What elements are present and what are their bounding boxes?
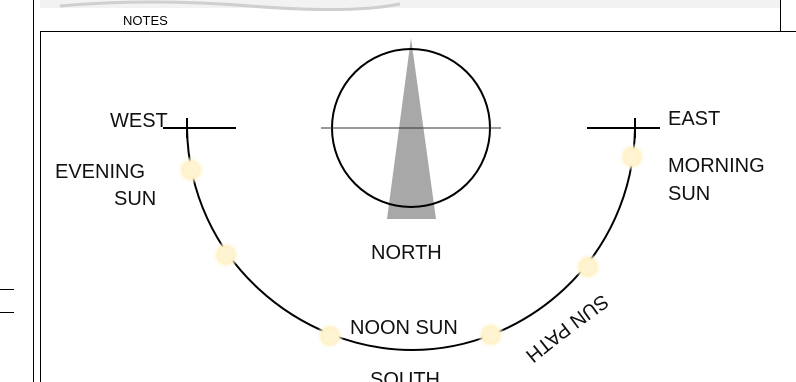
east-label: EAST xyxy=(668,108,720,130)
sun-path-arc xyxy=(186,127,636,352)
sun-icon xyxy=(574,253,602,281)
morning-sun-label-line2: SUN xyxy=(668,183,710,205)
noon-sun-label: NOON SUN xyxy=(350,317,458,339)
sun-icon xyxy=(316,322,344,350)
evening-sun-label-line1: EVENING xyxy=(55,161,145,183)
sun-icon xyxy=(212,241,240,269)
sun-icon xyxy=(477,321,505,349)
sun-path-label: SUN PATH xyxy=(521,290,612,367)
sun-icon xyxy=(618,143,646,171)
sun-icon xyxy=(177,156,205,184)
morning-sun-label-line1: MORNING xyxy=(668,155,765,177)
page-frame xyxy=(33,0,796,382)
sun-markers xyxy=(177,143,646,350)
west-label: WEST xyxy=(110,110,168,132)
north-label: NORTH xyxy=(371,242,442,264)
compass xyxy=(321,38,501,219)
south-label: SOUTH xyxy=(370,369,440,382)
header-sketch-strip xyxy=(40,0,780,12)
evening-sun-label-line2: SUN xyxy=(114,188,156,210)
margin-marks xyxy=(0,289,14,313)
notes-label: NOTES xyxy=(123,13,168,28)
